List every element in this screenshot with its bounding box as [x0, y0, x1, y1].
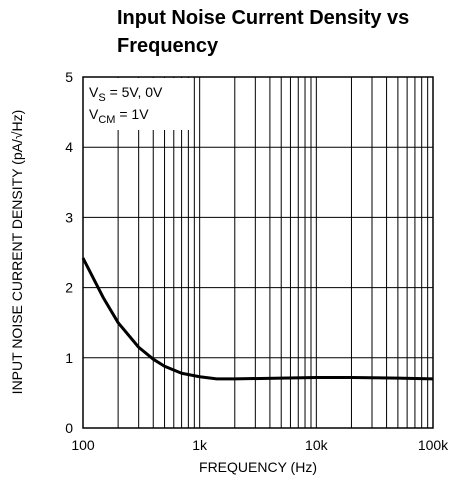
x-tick-label: 100k	[418, 437, 449, 453]
y-tick-label: 0	[65, 420, 73, 436]
annotation-subscript: CM	[98, 114, 115, 126]
y-tick-label: 5	[65, 69, 73, 85]
annotation-part: = 5V, 0V	[106, 84, 163, 100]
y-tick-label: 4	[65, 139, 73, 155]
line-series	[81, 257, 434, 381]
annotation-part: V	[89, 84, 99, 100]
annotation-part: = 1V	[115, 106, 149, 122]
annotation-subscript: S	[98, 92, 105, 104]
y-axis-label: INPUT NOISE CURRENT DENSITY (pA/√Hz)	[9, 110, 25, 395]
annotation: VS = 5V, 0V	[89, 84, 163, 104]
plot-frame	[82, 76, 434, 429]
x-tick-label: 100	[71, 437, 95, 453]
chart-title: Frequency	[117, 35, 219, 57]
y-tick-label: 2	[65, 280, 73, 296]
x-axis-label: FREQUENCY (Hz)	[199, 459, 317, 475]
y-tick-label: 1	[65, 350, 73, 366]
x-tick-label: 1k	[192, 437, 208, 453]
annotation: VCM = 1V	[89, 106, 149, 126]
annotation-background	[84, 78, 189, 130]
annotation-part: V	[89, 106, 99, 122]
x-tick-label: 10k	[305, 437, 329, 453]
chart-title: Input Noise Current Density vs	[117, 7, 409, 29]
y-tick-label: 3	[65, 209, 73, 225]
